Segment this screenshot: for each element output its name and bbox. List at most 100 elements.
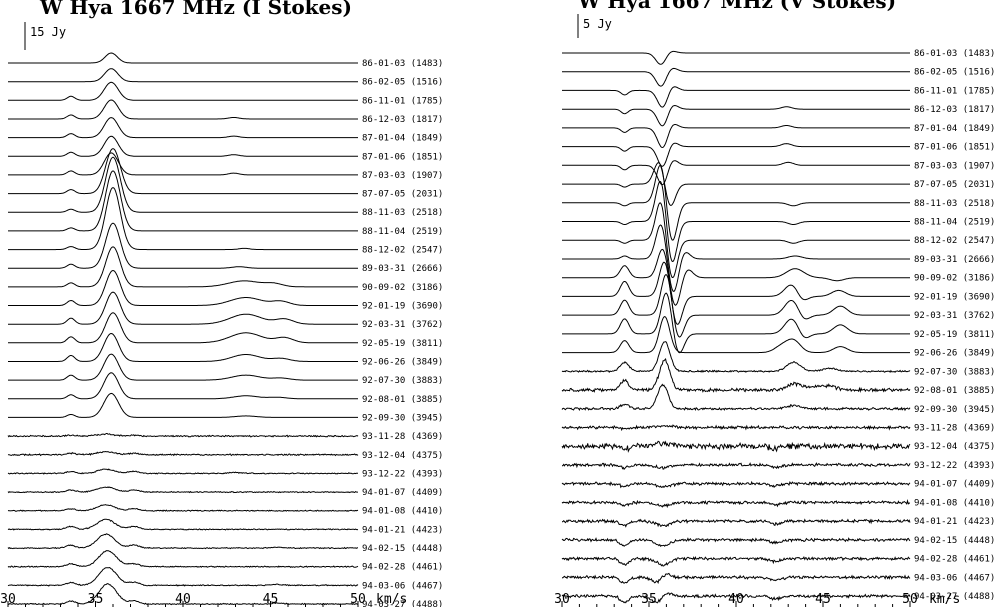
stokes-v-spectrum-2 <box>562 67 910 87</box>
stokes-v-spectrum-14 <box>562 261 910 325</box>
stokes-v-traces: 86-01-03 (1483) 86-02-05 (1516) 86-11-01 (… <box>561 49 995 604</box>
stokes-i-spectrum-26 <box>7 518 359 531</box>
stokes-v-epoch-label-28: 94-02-28 (4461) <box>914 555 995 565</box>
stokes-i-x-axis: 30 35 40 45 50 <box>0 592 366 607</box>
stokes-i-spectrum-13 <box>8 246 358 288</box>
stokes-i-epoch-label-10: 88-11-04 (2519) <box>362 227 443 237</box>
stokes-i-epoch-label-12: 89-03-31 (2666) <box>362 264 443 274</box>
stokes-v-epoch-label-18: 92-07-30 (3883) <box>914 367 995 377</box>
stokes-v-spectrum-3 <box>562 86 910 108</box>
stokes-i-spectrum-8 <box>8 148 358 195</box>
stokes-i-epoch-label-19: 92-08-01 (3885) <box>362 395 443 405</box>
stokes-i-epoch-label-24: 94-01-07 (4409) <box>362 488 443 498</box>
stokes-i-spectrum-6 <box>8 135 358 157</box>
stokes-i-tick-label-50: 50 <box>350 592 366 607</box>
stokes-i-epoch-label-28: 94-02-28 (4461) <box>362 563 443 573</box>
stokes-i-spectrum-12 <box>8 222 358 269</box>
stokes-i-epoch-label-22: 93-12-04 (4375) <box>362 451 443 461</box>
stokes-i-epoch-label-2: 86-02-05 (1516) <box>362 78 443 88</box>
stokes-i-spectrum-29 <box>7 566 359 587</box>
stokes-v-epoch-label-24: 94-01-07 (4409) <box>914 480 995 490</box>
stokes-v-epoch-label-30: 94-03-27 (4488) <box>914 592 995 602</box>
stokes-i-epoch-label-8: 87-07-05 (2031) <box>362 190 443 200</box>
stokes-v-spectrum-11 <box>562 202 910 278</box>
stokes-v-epoch-label-29: 94-03-06 (4467) <box>914 573 995 583</box>
stokes-v-tick-label-45: 45 <box>815 592 831 607</box>
stokes-i-spectrum-20 <box>8 392 358 418</box>
stokes-i-spectrum-11 <box>8 187 358 251</box>
stokes-v-tick-label-30: 30 <box>554 592 570 607</box>
stokes-i-spectrum-24 <box>7 486 358 494</box>
stokes-v-tick-label-50: 50 <box>902 592 918 607</box>
stokes-i-spectrum-2 <box>8 68 358 83</box>
stokes-v-epoch-label-22: 93-12-04 (4375) <box>914 442 995 452</box>
stokes-v-epoch-label-13: 90-09-02 (3186) <box>914 274 995 284</box>
stokes-i-epoch-label-3: 86-11-01 (1785) <box>362 96 443 106</box>
stokes-i-tick-label-45: 45 <box>263 592 279 607</box>
stokes-v-scale-label: 5 Jy <box>583 17 612 31</box>
stokes-i-epoch-label-1: 86-01-03 (1483) <box>362 59 443 69</box>
stokes-i-scale-label: 15 Jy <box>30 25 66 39</box>
stokes-i-epoch-label-23: 93-12-22 (4393) <box>362 469 443 479</box>
stokes-i-spectrum-17 <box>8 332 358 362</box>
stokes-v-epoch-label-12: 89-03-31 (2666) <box>914 255 995 265</box>
stokes-i-title: W Hya 1667 MHz (I Stokes) <box>39 0 352 19</box>
stokes-i-epoch-label-30: 94-03-27 (4488) <box>362 600 443 607</box>
stokes-i-spectrum-4 <box>8 99 358 120</box>
stokes-i-spectrum-14 <box>8 269 358 306</box>
stokes-v-spectrum-13 <box>562 248 910 306</box>
stokes-i-epoch-label-6: 87-01-06 (1851) <box>362 152 443 162</box>
stokes-v-spectrum-23 <box>562 462 911 471</box>
stokes-v-spectrum-1 <box>562 50 910 65</box>
stokes-v-spectrum-6 <box>562 142 910 167</box>
stokes-i-tick-label-30: 30 <box>0 592 16 607</box>
stokes-v-epoch-label-8: 87-07-05 (2031) <box>914 180 995 190</box>
stokes-i-epoch-label-26: 94-01-21 (4423) <box>362 525 443 535</box>
stokes-v-spectrum-4 <box>562 104 910 127</box>
stokes-i-spectrum-7 <box>8 152 358 176</box>
stokes-i-spectrum-5 <box>8 117 358 139</box>
stokes-v-spectrum-24 <box>561 480 911 489</box>
stokes-i-spectrum-1 <box>8 52 358 64</box>
stokes-v-epoch-label-19: 92-08-01 (3885) <box>914 386 995 396</box>
stokes-i-epoch-label-9: 88-11-03 (2518) <box>362 208 443 218</box>
stokes-v-epoch-label-25: 94-01-08 (4410) <box>914 498 995 508</box>
stokes-v-spectrum-21 <box>561 424 911 432</box>
stokes-i-spectrum-16 <box>8 312 358 344</box>
stokes-i-tick-label-35: 35 <box>88 592 104 607</box>
stokes-v-epoch-label-23: 93-12-22 (4393) <box>914 461 995 471</box>
stokes-i-spectrum-10 <box>8 170 358 232</box>
stokes-v-epoch-label-16: 92-05-19 (3811) <box>914 330 995 340</box>
stokes-v-spectrum-9 <box>562 164 910 241</box>
stokes-i-epoch-label-11: 88-12-02 (2547) <box>362 246 443 256</box>
stokes-v-epoch-label-5: 87-01-04 (1849) <box>914 124 995 134</box>
stokes-v-spectrum-22 <box>561 440 911 453</box>
stokes-i-spectrum-19 <box>8 372 358 400</box>
stokes-v-spectrum-8 <box>562 162 910 206</box>
stokes-i-spectrum-25 <box>7 504 359 512</box>
stokes-i-tick-label-40: 40 <box>175 592 191 607</box>
stokes-v-epoch-label-4: 86-12-03 (1817) <box>914 105 995 115</box>
stokes-v-epoch-label-7: 87-03-03 (1907) <box>914 161 995 171</box>
stokes-v-tick-label-40: 40 <box>728 592 744 607</box>
stokes-v-epoch-label-10: 88-11-04 (2519) <box>914 218 995 228</box>
stokes-i-spectrum-21 <box>7 433 359 438</box>
stokes-v-epoch-label-21: 93-11-28 (4369) <box>914 424 995 434</box>
stokes-i-panel: W Hya 1667 MHz (I Stokes) 15 Jy km/s 86-… <box>0 0 443 607</box>
stokes-v-epoch-label-2: 86-02-05 (1516) <box>914 68 995 78</box>
stokes-i-epoch-label-4: 86-12-03 (1817) <box>362 115 443 125</box>
stokes-v-spectrum-20 <box>561 383 911 412</box>
stokes-v-epoch-label-26: 94-01-21 (4423) <box>914 517 995 527</box>
stokes-v-spectrum-25 <box>561 499 911 509</box>
stokes-i-epoch-label-7: 87-03-03 (1907) <box>362 171 443 181</box>
stokes-v-epoch-label-20: 92-09-30 (3945) <box>914 405 995 415</box>
stokes-v-spectrum-5 <box>562 124 910 149</box>
stokes-v-spectrum-27 <box>561 537 911 548</box>
stokes-i-epoch-label-16: 92-05-19 (3811) <box>362 339 443 349</box>
stokes-v-spectrum-7 <box>562 160 910 186</box>
stokes-i-epoch-label-13: 90-09-02 (3186) <box>362 283 443 293</box>
stokes-i-epoch-label-25: 94-01-08 (4410) <box>362 507 443 517</box>
stokes-i-epoch-label-27: 94-02-15 (4448) <box>362 544 443 554</box>
stokes-i-epoch-label-21: 93-11-28 (4369) <box>362 432 443 442</box>
